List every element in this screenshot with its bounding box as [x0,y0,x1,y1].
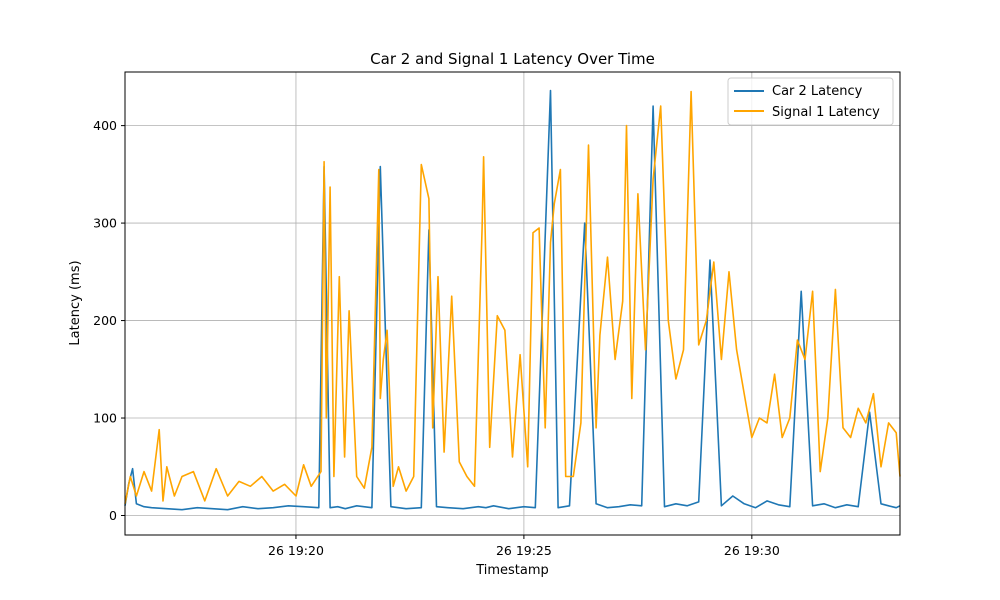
plot-frame [124,71,901,536]
legend-label-signal-1: Signal 1 Latency [772,105,880,120]
chart-title: Car 2 and Signal 1 Latency Over Time [370,50,655,68]
legend: Car 2 Latency Signal 1 Latency [727,77,894,126]
y-tick-label: 0 [109,508,117,523]
axis-ticks: 26 19:20 26 19:25 26 19:30 0 100 200 300 400 [93,118,780,558]
series-layer [124,89,901,511]
y-tick-label: 100 [93,411,117,426]
series-line-car-2-latency [124,89,901,511]
plot-area [125,72,900,535]
x-tick-label: 26 19:30 [724,543,780,558]
y-tick-label: 400 [93,118,117,133]
legend-label-car-2: Car 2 Latency [772,84,863,99]
x-tick-label: 26 19:25 [496,543,552,558]
series-line-signal-1-latency [124,90,901,504]
x-axis-label: Timestamp [475,563,549,578]
legend-box [727,77,894,126]
grid-lines [125,72,900,535]
x-tick-label: 26 19:20 [268,543,324,558]
y-tick-label: 200 [93,313,117,328]
y-tick-label: 300 [93,216,117,231]
y-axis-label: Latency (ms) [68,260,83,345]
